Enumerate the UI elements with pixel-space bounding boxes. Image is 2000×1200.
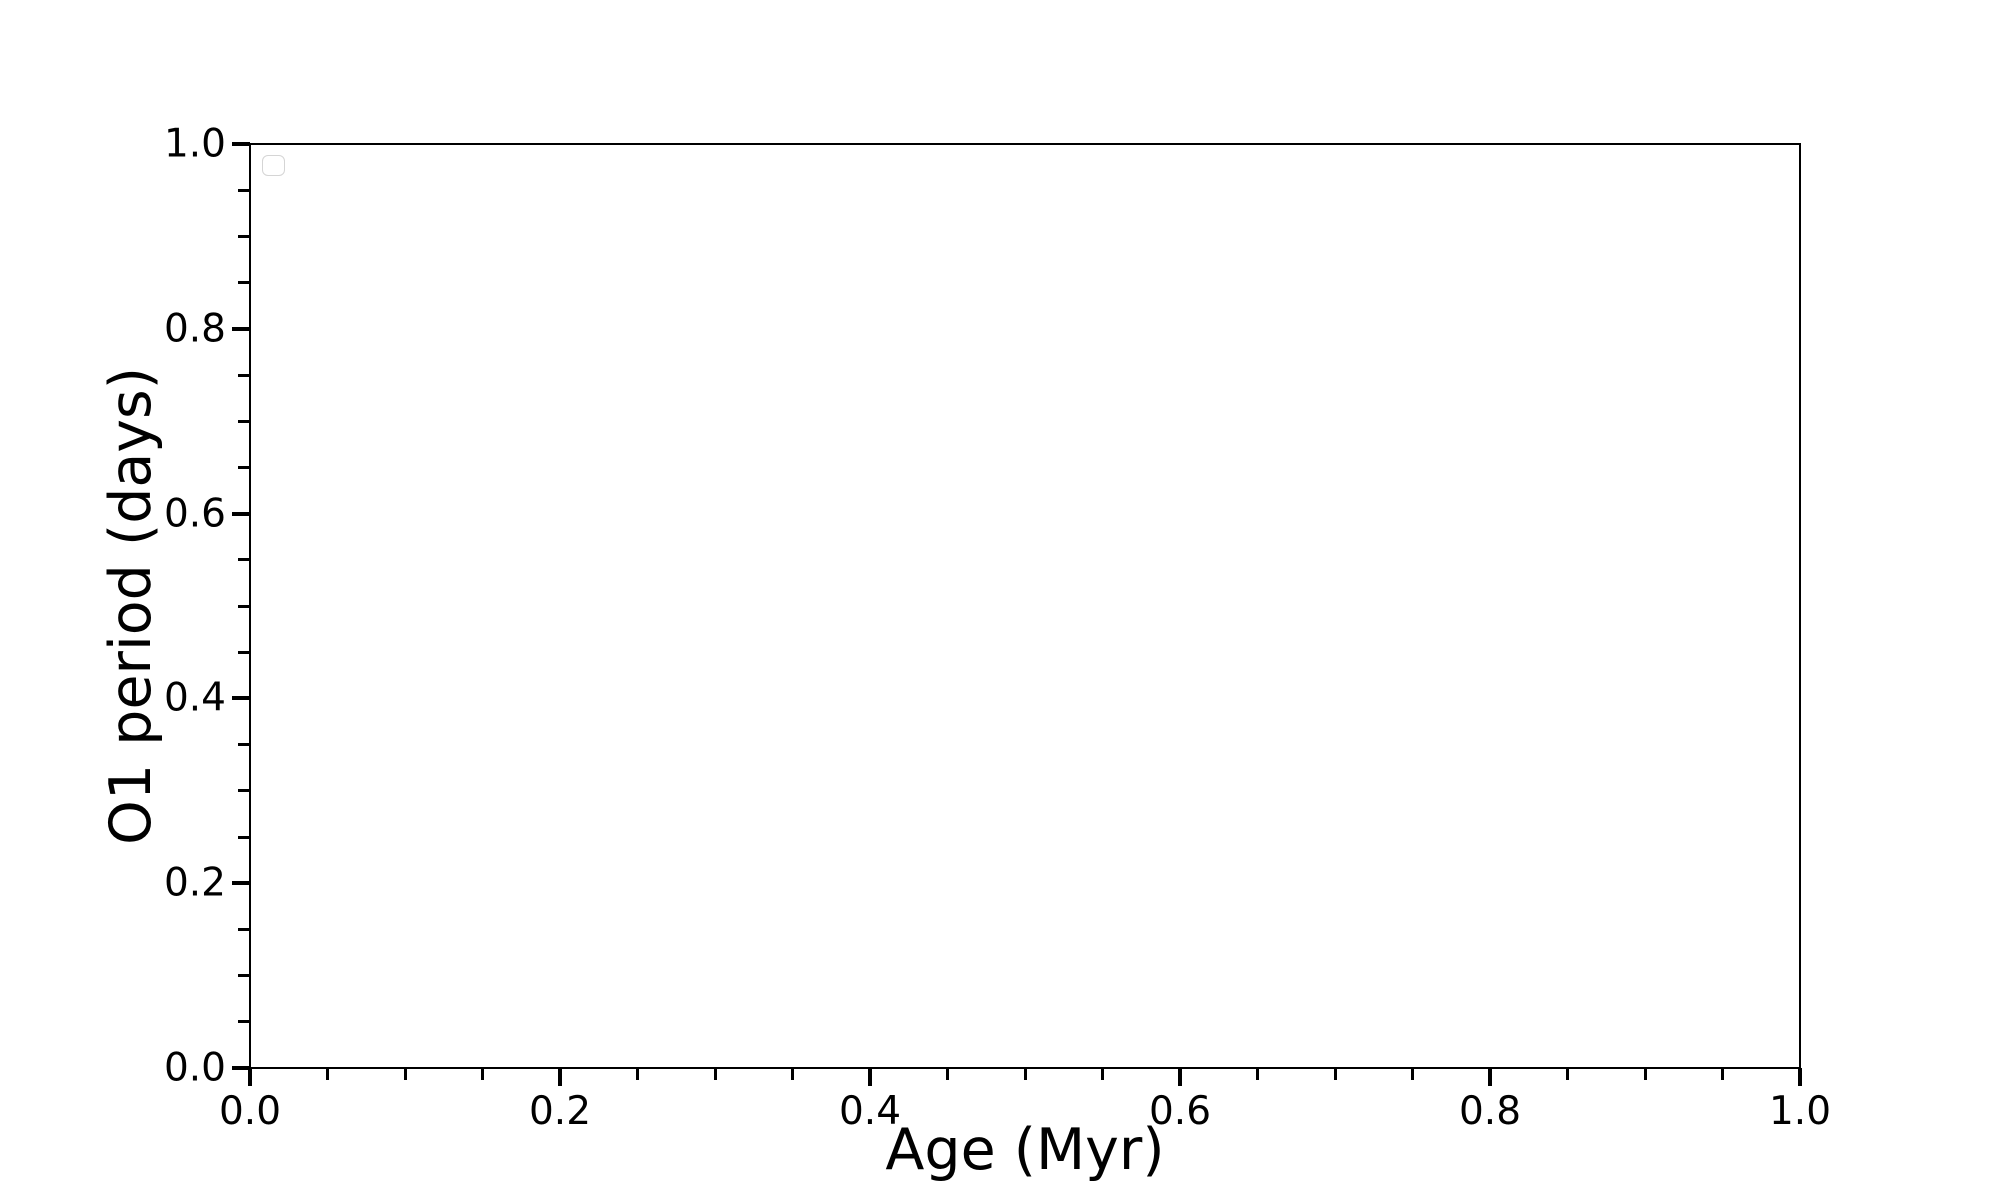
x-minor-tick [1411, 1068, 1414, 1080]
x-minor-tick [326, 1068, 329, 1080]
y-major-tick [232, 881, 250, 886]
x-minor-tick [1566, 1068, 1569, 1080]
y-minor-tick [238, 650, 250, 654]
y-major-tick [232, 696, 250, 701]
x-major-tick [1178, 1068, 1182, 1086]
y-minor-tick [238, 1020, 250, 1024]
y-minor-tick [238, 835, 250, 839]
y-minor-tick [238, 419, 250, 423]
x-major-tick [868, 1068, 872, 1086]
y-minor-tick [238, 281, 250, 285]
y-minor-tick [238, 373, 250, 377]
y-tick-label: 0.2 [163, 860, 226, 906]
y-minor-tick [238, 558, 250, 562]
x-tick-label: 0.8 [1458, 1089, 1522, 1134]
x-minor-tick [946, 1068, 949, 1080]
y-tick-label: 1.0 [163, 121, 226, 167]
x-major-tick [1798, 1068, 1802, 1086]
x-minor-tick [1333, 1068, 1337, 1080]
x-minor-tick [1101, 1068, 1104, 1080]
y-axis-label: O1 period (days) [98, 367, 165, 845]
legend-box [262, 155, 285, 176]
y-tick-label: 0.0 [163, 1045, 226, 1091]
y-minor-tick [238, 465, 250, 469]
x-tick-label: 0.4 [838, 1089, 902, 1134]
x-minor-tick [1256, 1068, 1259, 1080]
x-minor-tick [481, 1068, 484, 1080]
x-minor-tick [791, 1068, 794, 1080]
x-major-tick [1488, 1068, 1492, 1086]
x-minor-tick [1643, 1068, 1647, 1080]
x-tick-label: 0.0 [218, 1089, 282, 1134]
x-major-tick [248, 1068, 252, 1086]
x-minor-tick [1721, 1068, 1724, 1080]
x-major-tick [558, 1068, 562, 1086]
x-axis-label: Age (Myr) [885, 1117, 1165, 1183]
x-minor-tick [636, 1068, 639, 1080]
y-major-tick [232, 511, 250, 516]
x-minor-tick [403, 1068, 407, 1080]
x-minor-tick [713, 1068, 717, 1080]
y-tick-label: 0.6 [163, 491, 226, 537]
y-tick-label: 0.8 [163, 306, 226, 352]
y-minor-tick [238, 234, 250, 238]
y-major-tick [232, 326, 250, 331]
y-tick-label: 0.4 [163, 675, 226, 721]
y-minor-tick [238, 604, 250, 608]
plot-area [249, 143, 1801, 1069]
y-minor-tick [238, 789, 250, 793]
y-major-tick [232, 142, 250, 146]
x-tick-label: 0.6 [1148, 1089, 1212, 1134]
x-minor-tick [1023, 1068, 1027, 1080]
x-tick-label: 1.0 [1768, 1089, 1832, 1134]
x-tick-label: 0.2 [528, 1089, 592, 1134]
y-major-tick [232, 1066, 250, 1070]
y-minor-tick [238, 188, 250, 192]
y-minor-tick [238, 974, 250, 978]
y-minor-tick [238, 927, 250, 931]
y-minor-tick [238, 743, 250, 747]
